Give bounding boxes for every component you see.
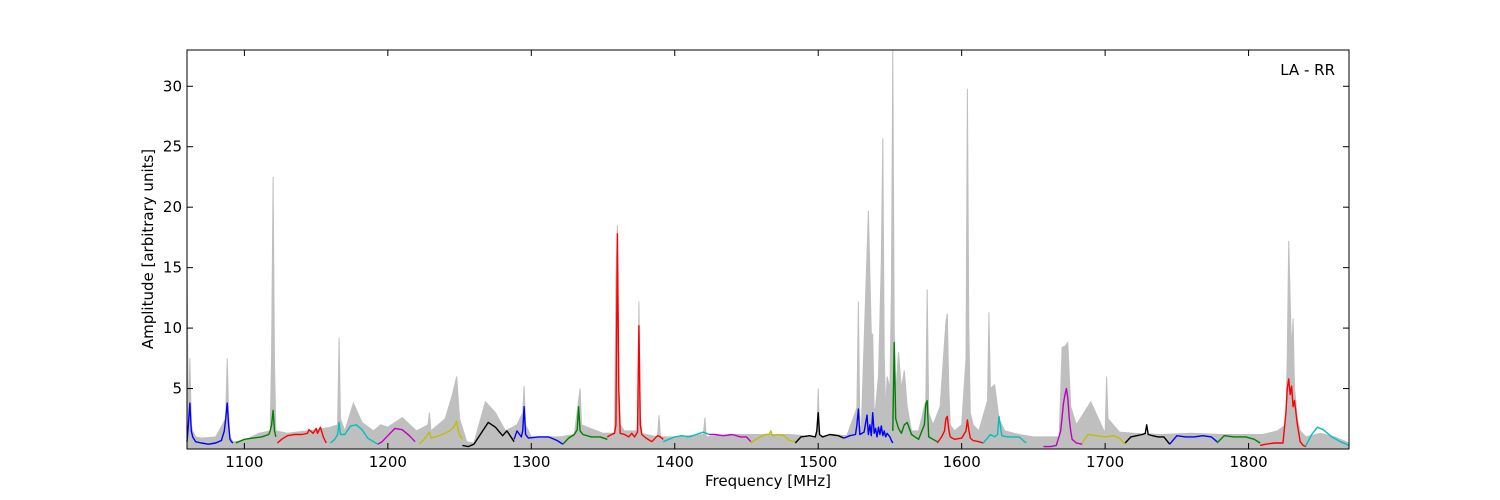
plot-background xyxy=(187,50,1349,449)
chart-annotation: LA - RR xyxy=(1280,61,1335,79)
y-tick-label: 20 xyxy=(163,198,182,216)
series-line-5 xyxy=(418,420,464,445)
series-line-1 xyxy=(235,409,277,444)
x-tick-label: 1200 xyxy=(369,453,407,471)
y-tick-label: 10 xyxy=(163,319,182,337)
series-line-14 xyxy=(843,408,894,444)
series-line-3 xyxy=(330,421,379,445)
y-tick-label: 25 xyxy=(163,138,182,156)
series-line-0 xyxy=(186,402,234,445)
x-axis-label: Frequency [MHz] xyxy=(705,472,831,490)
series-line-24 xyxy=(1305,426,1350,447)
series-line-13 xyxy=(794,412,845,444)
envelope-area xyxy=(186,49,1350,450)
y-axis-label: Amplitude [arbitrary units] xyxy=(139,149,157,349)
x-tick-label: 1400 xyxy=(656,453,694,471)
series-line-8 xyxy=(562,406,608,445)
series-line-23 xyxy=(1259,378,1307,448)
series-line-17 xyxy=(982,415,1027,444)
series-line-10 xyxy=(663,431,710,443)
series-line-15 xyxy=(892,341,938,443)
series-line-7 xyxy=(513,406,564,445)
x-tick-label: 1100 xyxy=(225,453,263,471)
x-axis-ticks: 1100 1200 1300 1400 1500 1600 1700 1800 xyxy=(225,50,1268,471)
y-axis-ticks: 5 10 15 20 25 30 xyxy=(163,77,1349,398)
x-tick-label: 1600 xyxy=(943,453,981,471)
series-line-19 xyxy=(1081,433,1126,445)
series-line-12 xyxy=(750,430,796,444)
x-tick-label: 1300 xyxy=(512,453,550,471)
series-line-11 xyxy=(709,433,752,443)
series-line-20 xyxy=(1124,424,1171,445)
series-line-9 xyxy=(606,233,664,443)
x-tick-label: 1800 xyxy=(1229,453,1267,471)
series-line-18 xyxy=(1043,387,1083,448)
series-line-22 xyxy=(1216,435,1261,444)
envelope-layer xyxy=(186,49,1350,450)
series-line-4 xyxy=(377,427,416,445)
x-tick-label: 1700 xyxy=(1086,453,1124,471)
y-tick-label: 15 xyxy=(163,259,182,277)
plot-frame xyxy=(186,49,1350,450)
series-line-2 xyxy=(276,426,327,444)
y-tick-label: 5 xyxy=(172,380,182,398)
series-line-21 xyxy=(1169,435,1218,445)
series-line-6 xyxy=(462,421,515,448)
x-tick-label: 1500 xyxy=(799,453,837,471)
series-line-16 xyxy=(936,415,984,444)
y-tick-label: 30 xyxy=(163,77,182,95)
series-layer xyxy=(186,233,1350,448)
